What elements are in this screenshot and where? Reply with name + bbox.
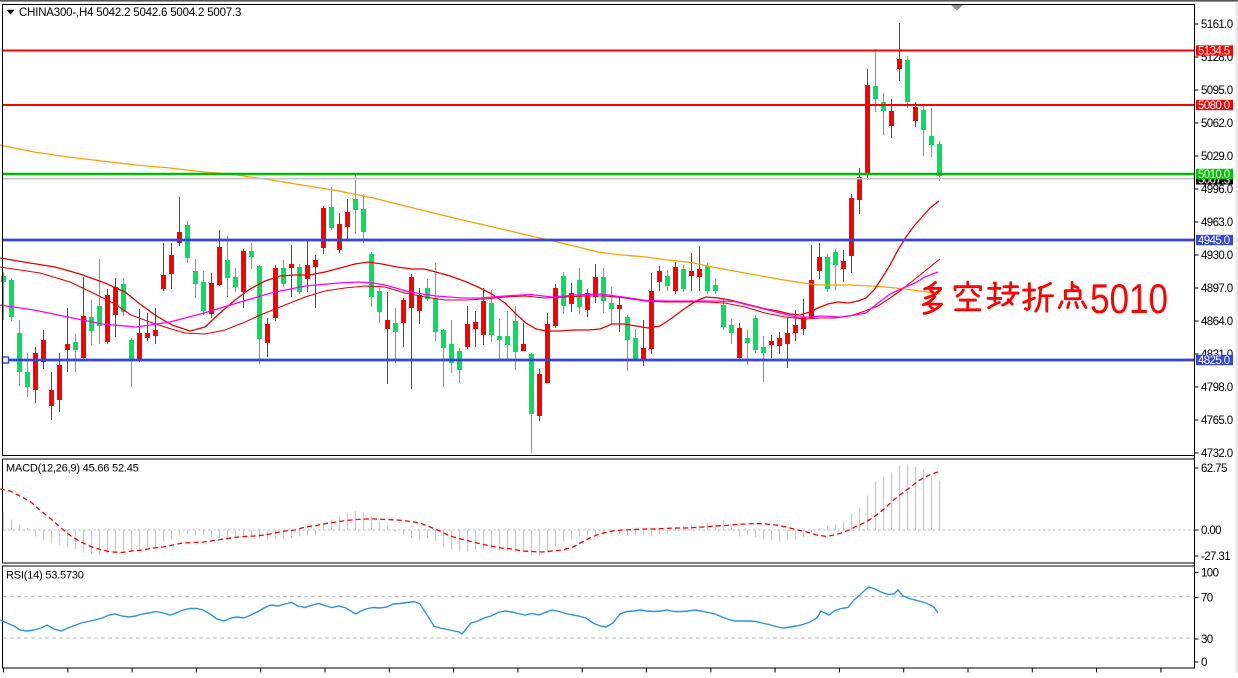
svg-text:5062.0: 5062.0: [1201, 118, 1233, 130]
svg-text:RSI(14) 53.5730: RSI(14) 53.5730: [6, 570, 84, 582]
svg-text:5010.0: 5010.0: [1198, 169, 1230, 181]
svg-text:4825.0: 4825.0: [1198, 355, 1230, 367]
svg-text:4732.0: 4732.0: [1201, 448, 1233, 460]
svg-text:5095.0: 5095.0: [1201, 85, 1233, 97]
svg-text:0: 0: [1201, 657, 1207, 669]
svg-text:5080.0: 5080.0: [1198, 100, 1230, 112]
svg-text:62.75: 62.75: [1201, 463, 1227, 475]
svg-text:4765.0: 4765.0: [1201, 415, 1233, 427]
svg-text:MACD(12,26,9) 45.66 52.45: MACD(12,26,9) 45.66 52.45: [6, 463, 139, 475]
svg-text:5134.5: 5134.5: [1198, 46, 1230, 58]
svg-text:5029.0: 5029.0: [1201, 151, 1233, 163]
svg-text:4945.0: 4945.0: [1198, 235, 1230, 247]
svg-text:70: 70: [1201, 593, 1213, 605]
svg-text:100: 100: [1201, 568, 1219, 580]
svg-text:30: 30: [1201, 634, 1213, 646]
svg-text:4897.0: 4897.0: [1201, 283, 1233, 295]
svg-text:4963.0: 4963.0: [1201, 217, 1233, 229]
svg-text:4930.0: 4930.0: [1201, 250, 1233, 262]
svg-text:-27.31: -27.31: [1201, 551, 1230, 563]
svg-text:CHINA300-,H4 5042.2 5042.6 50: CHINA300-,H4 5042.2 5042.6 5004.2 5007.3: [19, 7, 241, 19]
svg-text:4864.0: 4864.0: [1201, 316, 1233, 328]
svg-text:5010: 5010: [1090, 275, 1168, 322]
svg-text:4798.0: 4798.0: [1201, 382, 1233, 394]
svg-text:5161.0: 5161.0: [1201, 19, 1233, 31]
svg-text:0.00: 0.00: [1201, 525, 1221, 537]
